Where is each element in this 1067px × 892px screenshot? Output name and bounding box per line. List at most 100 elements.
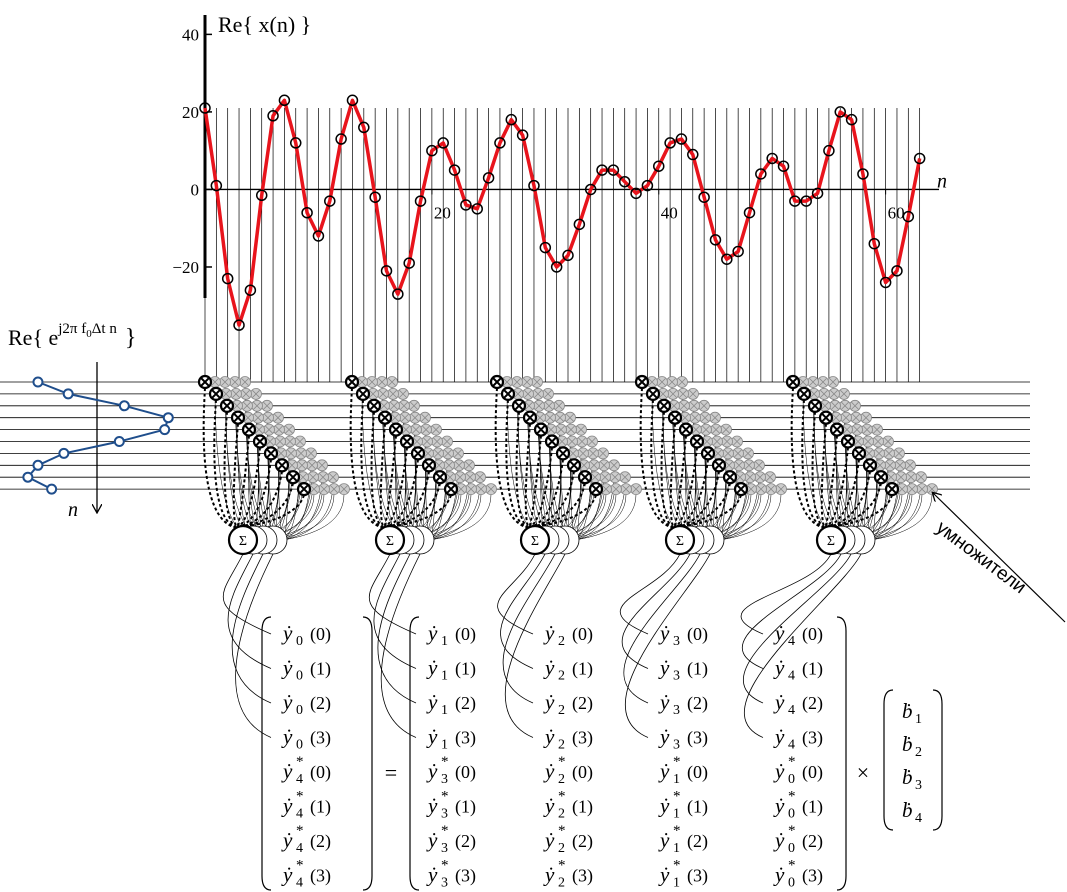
entry-symbol: ẏ xyxy=(281,794,293,818)
output-link xyxy=(620,554,680,634)
entry-symbol: ẏ xyxy=(543,759,555,783)
output-link xyxy=(498,554,535,634)
entry-argument: (0) xyxy=(802,762,823,783)
entry-symbol: ẏ xyxy=(426,725,438,749)
entry-symbol: ẏ xyxy=(281,690,293,714)
entry-superscript: * xyxy=(441,789,449,805)
entry-argument: (1) xyxy=(455,797,476,818)
entry-subscript: 3 xyxy=(441,772,448,787)
entry-argument: (0) xyxy=(802,624,823,645)
entry-subscript: 3 xyxy=(673,634,680,649)
output-link xyxy=(381,554,420,738)
entry-subscript: 3 xyxy=(915,778,922,793)
title-part: } xyxy=(125,325,137,351)
entry-symbol: ẏ xyxy=(543,828,555,852)
entry-subscript: 2 xyxy=(558,738,565,753)
sum-link xyxy=(237,483,293,528)
entry-symbol: ẏ xyxy=(281,725,293,749)
multiplier-label: умножители xyxy=(932,517,1030,598)
entry-superscript: * xyxy=(441,754,449,770)
entry-argument: (0) xyxy=(455,762,476,783)
entry-argument: (2) xyxy=(455,693,476,714)
entry-subscript: 0 xyxy=(296,669,303,684)
entry-superscript: * xyxy=(673,858,681,874)
entry-superscript: * xyxy=(558,789,566,805)
entry-superscript: * xyxy=(558,754,566,770)
bracket xyxy=(884,690,893,830)
entry-superscript: * xyxy=(558,823,566,839)
entry-argument: (2) xyxy=(310,831,331,852)
entry-symbol: ẏ xyxy=(658,621,670,645)
adder-symbol: Σ xyxy=(827,534,835,549)
entry-superscript: * xyxy=(441,858,449,874)
entry-argument: (2) xyxy=(572,831,593,852)
entry-subscript: 2 xyxy=(558,876,565,891)
x-tick-label: 60 xyxy=(888,203,905,222)
entry-symbol: ẏ xyxy=(543,621,555,645)
entry-symbol: ẏ xyxy=(658,794,670,818)
entry-superscript: * xyxy=(296,789,304,805)
entry-argument: (1) xyxy=(687,659,708,680)
entry-argument: (3) xyxy=(455,866,476,887)
signal-marker xyxy=(59,449,68,458)
entry-subscript: 3 xyxy=(673,738,680,753)
entry-argument: (2) xyxy=(687,693,708,714)
entry-symbol: ẏ xyxy=(658,725,670,749)
entry-argument: (0) xyxy=(572,624,593,645)
entry-subscript: 4 xyxy=(915,811,922,826)
entry-subscript: 4 xyxy=(788,634,795,649)
entry-superscript: * xyxy=(441,823,449,839)
entry-symbol: ḃ xyxy=(902,765,913,789)
entry-superscript: * xyxy=(788,789,796,805)
entry-subscript: 1 xyxy=(441,669,448,684)
entry-symbol: ẏ xyxy=(543,725,555,749)
entry-subscript: 1 xyxy=(673,876,680,891)
entry-symbol: ẏ xyxy=(658,863,670,887)
entry-argument: (0) xyxy=(687,762,708,783)
entry-argument: (1) xyxy=(572,659,593,680)
entry-subscript: 0 xyxy=(296,738,303,753)
entry-symbol: ẏ xyxy=(773,863,785,887)
entry-subscript: 4 xyxy=(296,876,303,891)
entry-subscript: 0 xyxy=(788,841,795,856)
entry-argument: (3) xyxy=(802,728,823,749)
output-link xyxy=(232,554,271,703)
entry-symbol: ẏ xyxy=(773,794,785,818)
entry-symbol: ẏ xyxy=(281,863,293,887)
entry-symbol: ẏ xyxy=(281,759,293,783)
entry-symbol: ẏ xyxy=(426,656,438,680)
title-part: Δt n xyxy=(92,321,118,337)
entry-symbol: ẏ xyxy=(773,690,785,714)
entry-subscript: 3 xyxy=(673,703,680,718)
equals-sign: = xyxy=(385,760,397,785)
entry-argument: (1) xyxy=(310,659,331,680)
entry-subscript: 3 xyxy=(441,841,448,856)
entry-subscript: 2 xyxy=(558,669,565,684)
entry-subscript: 1 xyxy=(673,841,680,856)
title-part: j2π f xyxy=(57,321,86,337)
entry-superscript: * xyxy=(558,858,566,874)
entry-symbol: ẏ xyxy=(773,656,785,680)
adder-symbol: Σ xyxy=(531,534,539,549)
entry-subscript: 1 xyxy=(915,712,922,727)
entry-superscript: * xyxy=(296,858,304,874)
bracket xyxy=(262,617,271,890)
entry-argument: (0) xyxy=(687,624,708,645)
entry-argument: (1) xyxy=(572,797,593,818)
entry-symbol: ẏ xyxy=(773,725,785,749)
entry-symbol: ẏ xyxy=(658,828,670,852)
entry-argument: (0) xyxy=(572,762,593,783)
entry-symbol: ḃ xyxy=(902,798,913,822)
entry-symbol: ẏ xyxy=(426,794,438,818)
entry-argument: (0) xyxy=(310,624,331,645)
entry-argument: (2) xyxy=(802,693,823,714)
entry-subscript: 1 xyxy=(673,807,680,822)
signal-marker xyxy=(164,413,173,422)
entry-symbol: ẏ xyxy=(426,828,438,852)
sum-link xyxy=(529,483,585,528)
sum-link xyxy=(825,483,881,528)
entry-superscript: * xyxy=(673,823,681,839)
entry-subscript: 0 xyxy=(296,634,303,649)
entry-subscript: 2 xyxy=(558,807,565,822)
n-axis-label: n xyxy=(68,499,78,521)
